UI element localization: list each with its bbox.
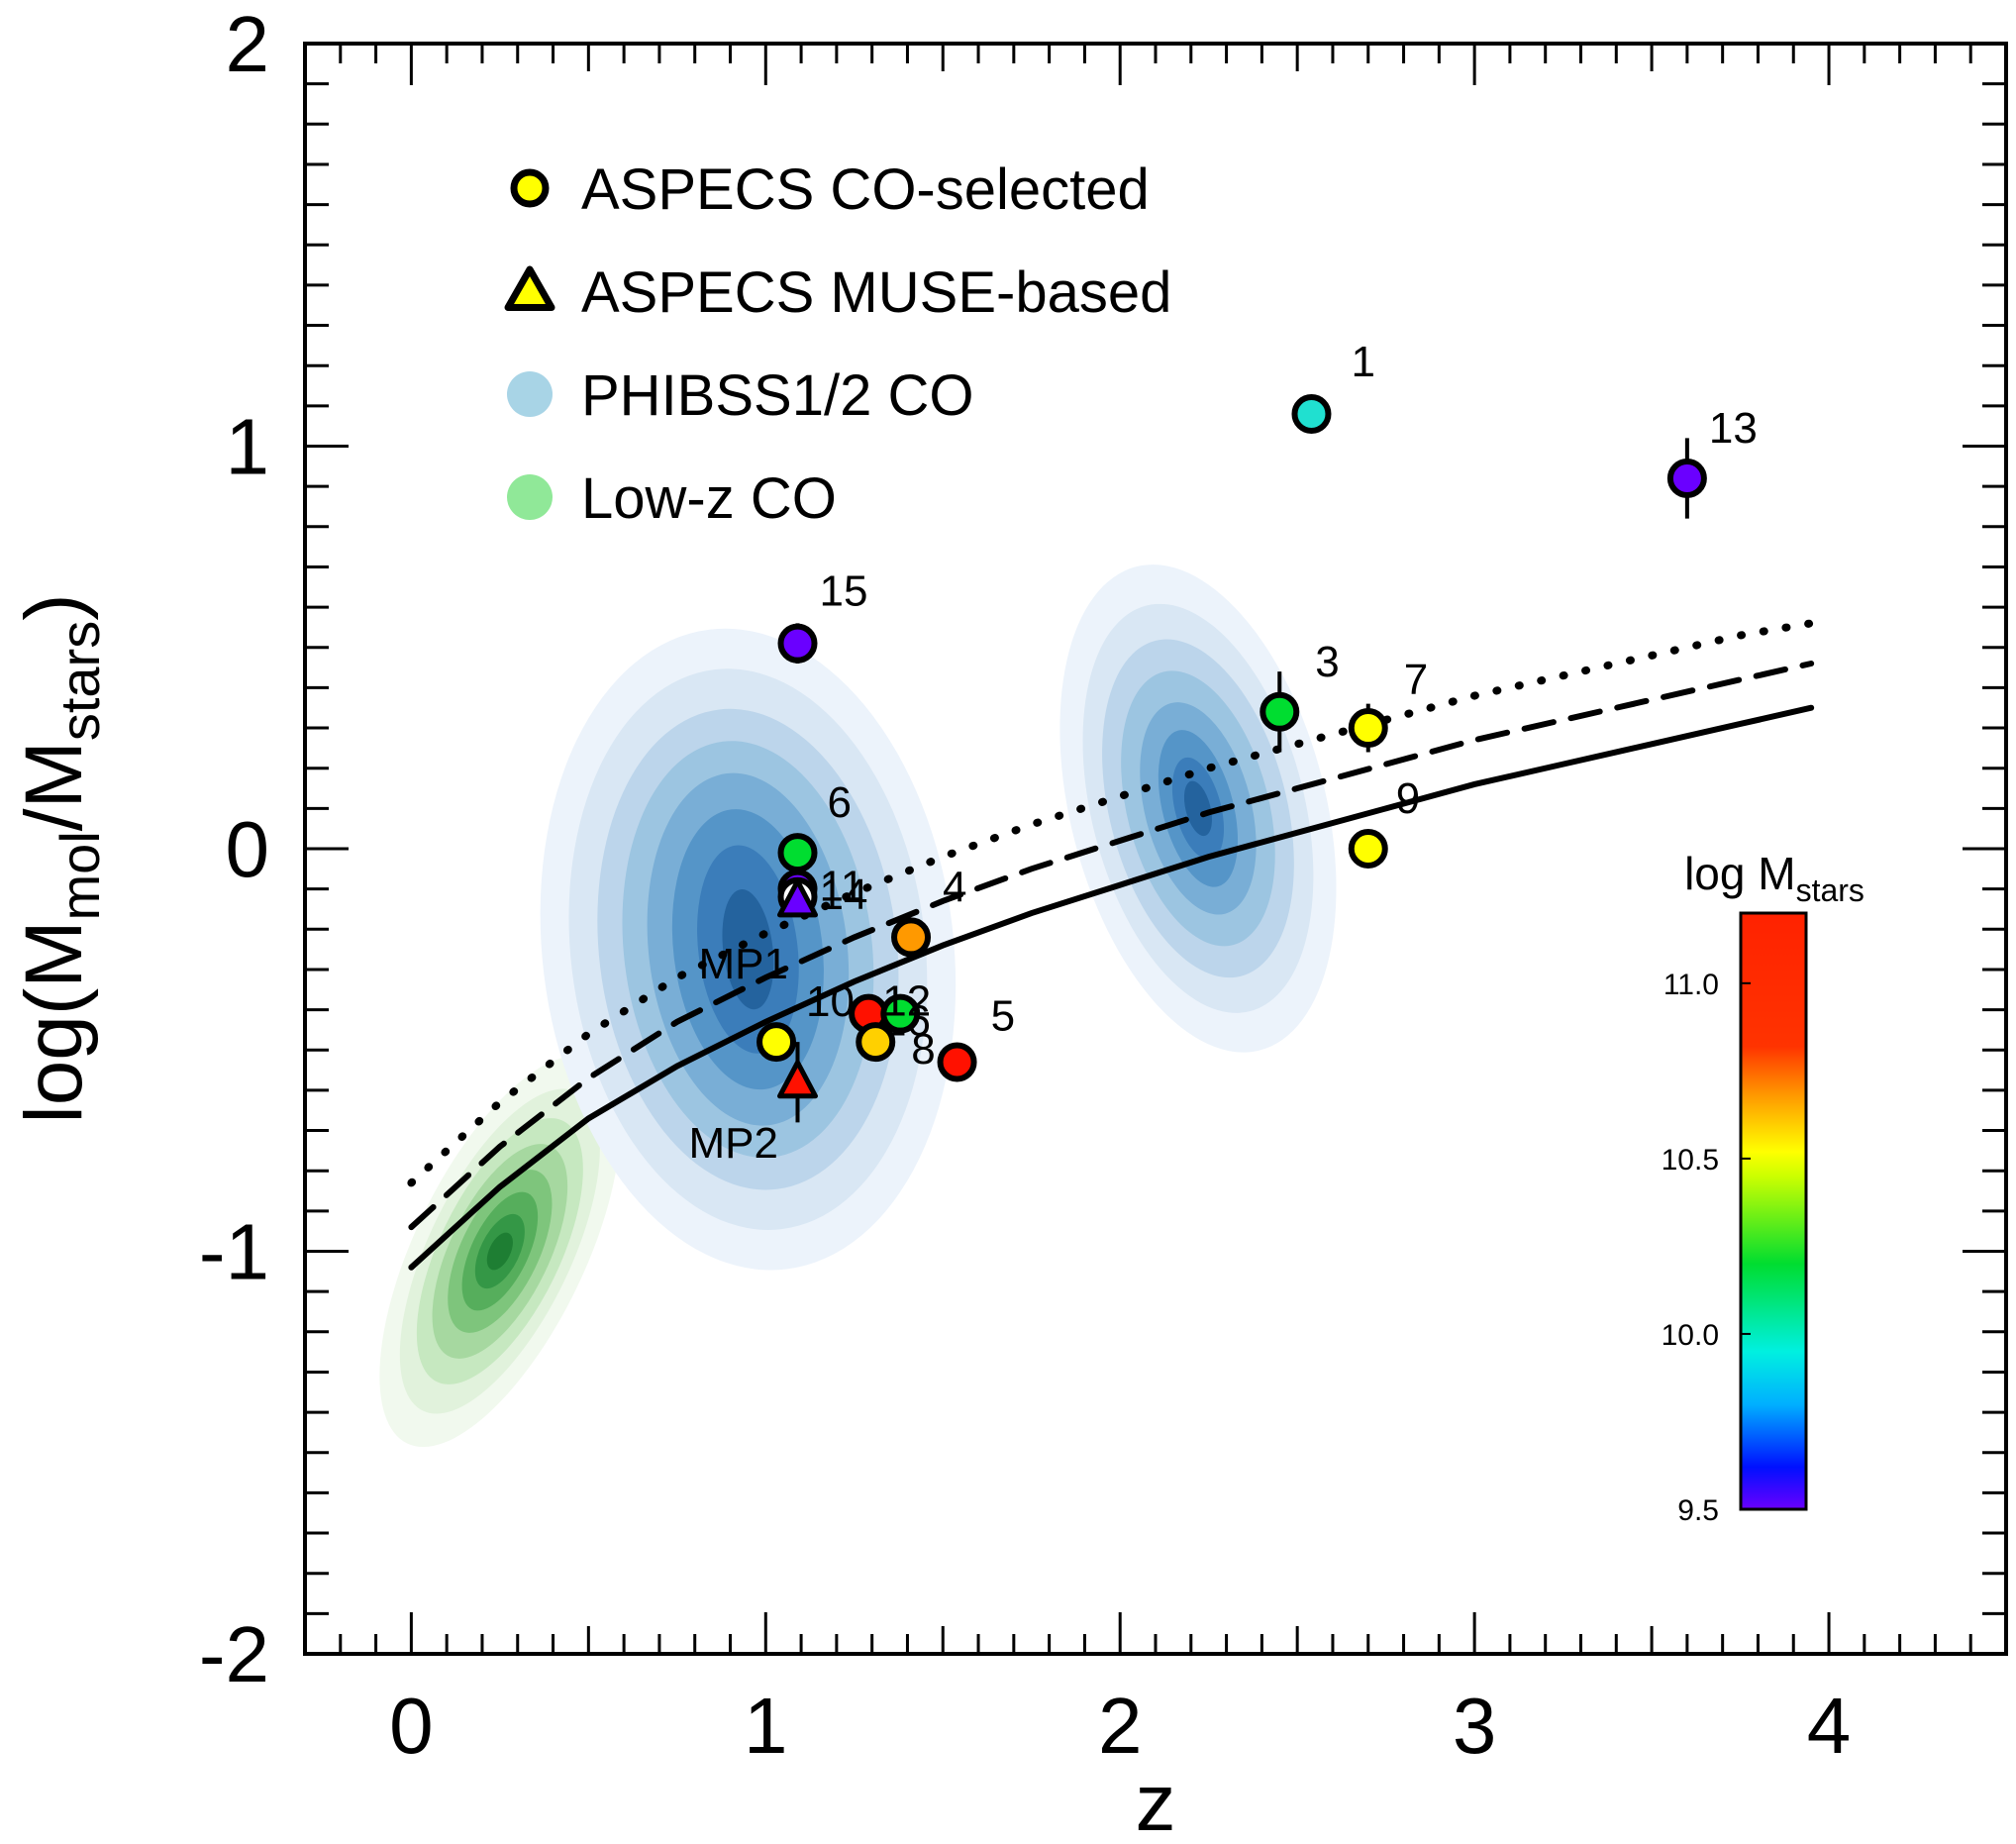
point-9 [1348, 829, 1388, 869]
point-10 [756, 1022, 797, 1063]
point-12 [880, 993, 921, 1034]
colorbar: 11.0 10.5 10.0 9.5 log Mstars [1662, 848, 1865, 1527]
point-15 [777, 623, 818, 664]
colorbar-tick-label: 11.0 [1663, 969, 1719, 1001]
y-tick-label: 2 [226, 0, 270, 88]
x-tick-label: 4 [1807, 1682, 1852, 1770]
y-tick-label: -1 [199, 1208, 269, 1296]
point-label-9: 9 [1396, 774, 1420, 823]
y-axis-title: log(Mmol/Mstars) [9, 593, 111, 1123]
legend-marker-triangle [504, 265, 555, 311]
x-tick-label: 1 [744, 1682, 788, 1770]
density-low-z-co [379, 1055, 621, 1448]
x-axis-title: z [1136, 1758, 1176, 1844]
point-label-14: 14 [820, 871, 868, 919]
point-label-5: 5 [991, 991, 1015, 1040]
point-label-8: 8 [911, 1025, 935, 1074]
point-6 [777, 833, 818, 873]
point-label-10: 10 [806, 977, 855, 1026]
x-tick-label: 0 [389, 1682, 434, 1770]
point-label-12: 12 [882, 977, 931, 1026]
point-13 [1666, 459, 1707, 499]
curve-solid [408, 704, 1815, 1271]
point-label-6: 6 [828, 778, 852, 827]
colorbar-tick-label: 10.0 [1662, 1319, 1719, 1352]
curve-dotted [407, 619, 1816, 1187]
point-5 [937, 1042, 977, 1082]
legend-label: ASPECS CO-selected [581, 157, 1150, 222]
legend-marker-disc [507, 371, 553, 417]
point-MP1 [777, 878, 819, 918]
point-7 [1348, 708, 1388, 749]
legend-label: Low-z CO [581, 466, 837, 531]
point-label-4: 4 [943, 863, 966, 911]
point-label-13: 13 [1709, 404, 1758, 453]
y-tick-label: 0 [226, 805, 270, 893]
density-phibss1-2-co-z-2 [1059, 564, 1337, 1053]
density-level-2-7 [1183, 780, 1212, 837]
y-axis-title-sub1: mol [49, 831, 111, 920]
point-label-11: 11 [820, 863, 865, 911]
point-label-1: 1 [1351, 338, 1374, 386]
point-4 [891, 917, 932, 958]
y-axis-title-sub2: stars [49, 621, 111, 741]
legend-marker-disc [507, 474, 553, 520]
x-tick-label: 2 [1098, 1682, 1143, 1770]
legend-marker-circle [510, 168, 550, 208]
colorbar-gradient [1739, 911, 1808, 1511]
colorbar-tick-label: 10.5 [1662, 1144, 1719, 1177]
point-label-3: 3 [1315, 638, 1339, 686]
colorbar-title: log Mstars [1684, 848, 1865, 908]
x-tick-label: 3 [1453, 1682, 1497, 1770]
colorbar-tick-label: 9.5 [1677, 1494, 1719, 1527]
point-1 [1291, 393, 1332, 434]
point-label-MP2: MP2 [689, 1119, 778, 1168]
series-aspecs-muse-based: MP1 MP2 [689, 878, 819, 1168]
colorbar-title-base: log M [1684, 848, 1795, 899]
point-MP2 [777, 1060, 819, 1099]
model-curves [407, 619, 1816, 1271]
curve-dashed [408, 661, 1815, 1231]
point-label-7: 7 [1404, 656, 1428, 704]
y-tick-label: -2 [199, 1610, 269, 1698]
density-level-0-7 [486, 1232, 513, 1271]
legend-label: ASPECS MUSE-based [581, 260, 1171, 325]
legend-label: PHIBSS1/2 CO [581, 363, 973, 428]
y-axis-title-base: log(M [9, 920, 99, 1123]
y-axis-title-mid: /M [9, 741, 99, 831]
legend: ASPECS CO-selected ASPECS MUSE-based PHIBS… [504, 157, 1171, 531]
point-8 [856, 1022, 896, 1063]
point-label-MP1: MP1 [699, 940, 788, 988]
data-points: 1131537961114416812105MP1MP2 [689, 338, 1758, 1168]
y-axis-title-end: ) [9, 593, 99, 620]
point-3 [1260, 691, 1300, 732]
point-label-15: 15 [820, 567, 868, 616]
colorbar-title-sub: stars [1796, 872, 1865, 908]
y-tick-label: 1 [226, 403, 270, 491]
